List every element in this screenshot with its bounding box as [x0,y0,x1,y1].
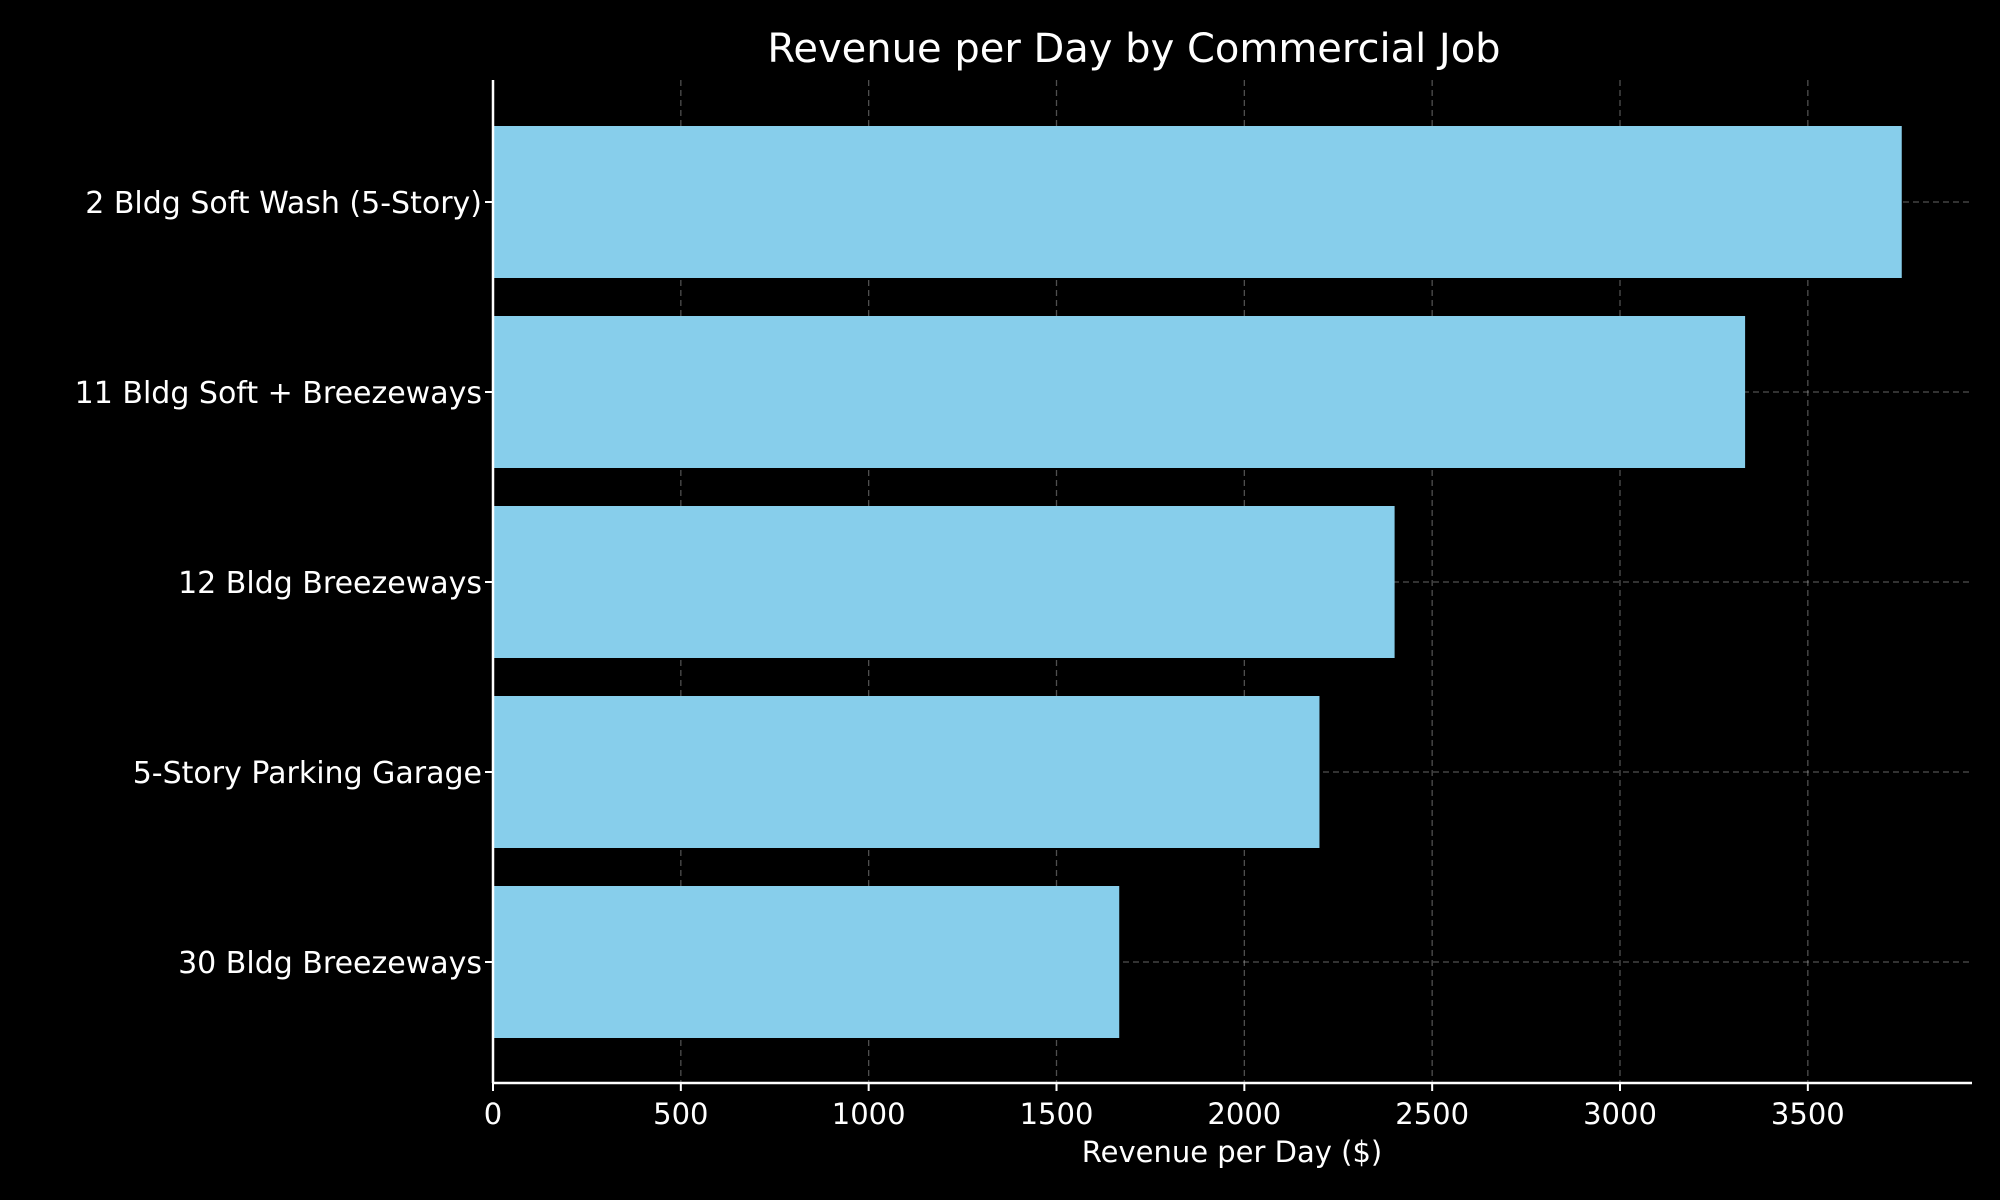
y-tick-label: 5-Story Parking Garage [133,756,482,791]
y-tick-label: 30 Bldg Breezeways [178,946,482,981]
bar [493,316,1746,468]
x-tick-label: 3000 [1583,1097,1657,1131]
bars [493,126,1902,1038]
y-tick-label: 2 Bldg Soft Wash (5-Story) [85,186,482,221]
x-tick-label: 0 [484,1097,502,1131]
y-ticks: 2 Bldg Soft Wash (5-Story) 11 Bldg Soft +… [75,186,493,981]
x-axis-label: Revenue per Day ($) [1082,1135,1382,1169]
x-ticks: 0 500 1000 1500 2000 2500 3000 3500 [484,1083,1845,1131]
bar [493,506,1395,658]
y-tick-label: 12 Bldg Breezeways [178,566,482,601]
chart-title: Revenue per Day by Commercial Job [767,26,1500,72]
x-tick-label: 1500 [1020,1097,1094,1131]
bar [493,696,1320,848]
x-tick-label: 500 [653,1097,708,1131]
bar [493,126,1902,278]
x-tick-label: 1000 [832,1097,906,1131]
bar [493,886,1120,1038]
x-tick-label: 2500 [1395,1097,1469,1131]
x-tick-label: 3500 [1771,1097,1845,1131]
y-tick-label: 11 Bldg Soft + Breezeways [75,376,482,411]
x-tick-label: 2000 [1207,1097,1281,1131]
